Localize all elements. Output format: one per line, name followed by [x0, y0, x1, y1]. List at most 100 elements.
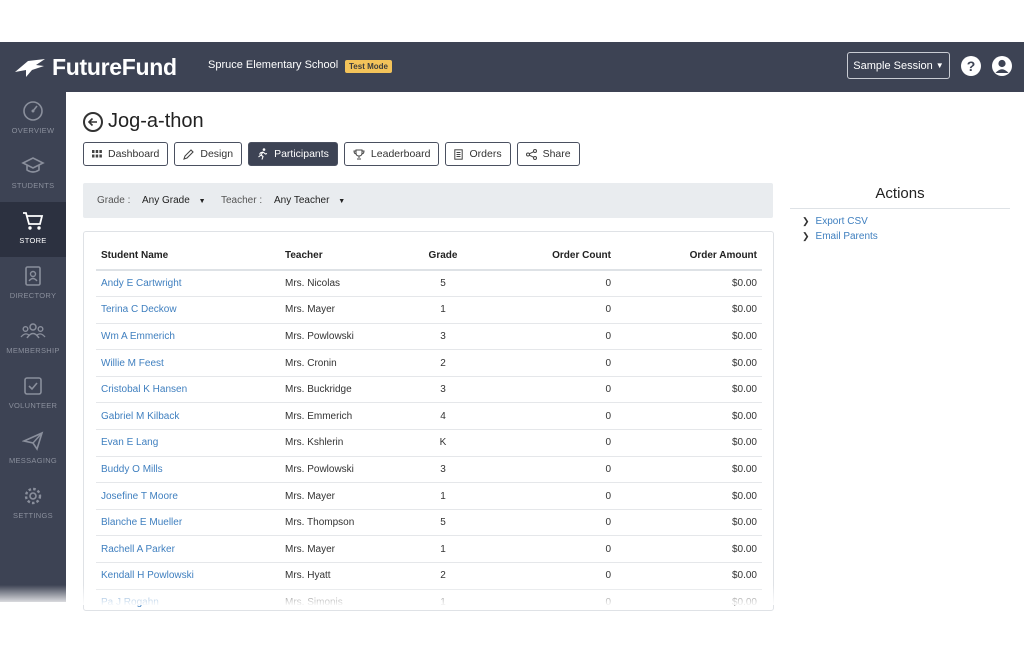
order-count-cell: 0 — [476, 482, 616, 510]
help-icon[interactable]: ? — [961, 56, 981, 76]
back-arrow-icon[interactable] — [83, 112, 103, 132]
table-row: Cristobal K Hansen Mrs. Buckridge 3 0 $0.00 — [96, 376, 762, 404]
teacher-cell: Mrs. Buckridge — [280, 376, 410, 404]
paper-plane-icon — [22, 431, 44, 451]
student-name-link[interactable]: Andy E Cartwright — [101, 278, 182, 290]
grade-filter-dropdown[interactable]: Any Grade ▼ — [142, 195, 206, 206]
filter-bar: Grade : Any Grade ▼ Teacher : Any Teache… — [83, 183, 773, 218]
email-parents-link[interactable]: ❯ Email Parents — [802, 231, 878, 242]
tab-dashboard[interactable]: Dashboard — [83, 142, 169, 166]
action-label: Export CSV — [815, 216, 868, 227]
grade-cell: 3 — [410, 376, 476, 404]
tab-label: Orders — [469, 148, 502, 160]
chevron-right-icon: ❯ — [802, 231, 810, 241]
group-icon — [20, 323, 46, 339]
action-label: Email Parents — [815, 231, 878, 242]
share-icon — [525, 148, 537, 160]
student-name-link[interactable]: Rachell A Parker — [101, 543, 175, 555]
grade-cell: 1 — [410, 535, 476, 564]
grade-filter-value: Any Grade — [142, 195, 190, 206]
tab-bar: Dashboard Design Participants Leaderboar… — [83, 142, 586, 166]
column-header-grade[interactable]: Grade — [410, 242, 476, 271]
teacher-cell: Mrs. Mayer — [280, 535, 410, 564]
student-name-cell: Evan E Lang — [96, 429, 280, 457]
sidebar-item-label: VOLUNTEER — [8, 401, 58, 410]
student-name-link[interactable]: Terina C Deckow — [101, 304, 177, 316]
sidebar-item-label: MEMBERSHIP — [6, 346, 60, 355]
student-name-link[interactable]: Willie M Feest — [101, 357, 164, 369]
actions-divider — [790, 208, 1010, 209]
tab-design[interactable]: Design — [174, 142, 243, 166]
caret-down-icon: ▼ — [198, 198, 206, 205]
actions-title: Actions — [875, 185, 925, 202]
order-count-cell: 0 — [476, 296, 616, 324]
participants-table: Student Name Teacher Grade Order Count O… — [96, 242, 762, 610]
column-header-order-amount[interactable]: Order Amount — [616, 242, 762, 271]
student-name-link[interactable]: Evan E Lang — [101, 437, 159, 449]
student-name-link[interactable]: Gabriel M Kilback — [101, 410, 180, 422]
teacher-cell: Mrs. Nicolas — [280, 270, 410, 298]
sidebar-item-settings[interactable]: SETTINGS — [0, 477, 66, 532]
sidebar-item-volunteer[interactable]: VOLUNTEER — [0, 367, 66, 422]
order-count-cell: 0 — [476, 349, 616, 377]
session-button-label: Sample Session — [853, 59, 933, 72]
cart-icon — [23, 212, 44, 230]
student-name-link[interactable]: Wm A Emmerich — [101, 330, 175, 342]
teacher-cell: Mrs. Kshlerin — [280, 429, 410, 457]
sidebar-item-label: STUDENTS — [11, 181, 55, 190]
tab-leaderboard[interactable]: Leaderboard — [343, 142, 440, 166]
user-icon[interactable] — [992, 56, 1012, 76]
test-mode-badge: Test Mode — [345, 60, 392, 73]
tab-label: Design — [200, 148, 234, 160]
student-name-cell: Gabriel M Kilback — [96, 402, 280, 431]
student-name-link[interactable]: Blanche E Mueller — [101, 517, 183, 529]
brand-logo[interactable]: FutureFund — [14, 54, 177, 81]
teacher-filter-dropdown[interactable]: Any Teacher ▼ — [274, 195, 345, 206]
bottom-fade — [0, 585, 1024, 605]
chevron-right-icon: ❯ — [802, 216, 810, 226]
table-row: Gabriel M Kilback Mrs. Emmerich 4 0 $0.00 — [96, 402, 762, 431]
student-name-link[interactable]: Buddy O Mills — [101, 463, 163, 475]
tab-orders[interactable]: Orders — [445, 142, 511, 166]
column-header-order-count[interactable]: Order Count — [476, 242, 616, 271]
order-count-cell: 0 — [476, 270, 616, 298]
contact-book-icon — [25, 266, 41, 286]
column-header-student-name[interactable]: Student Name — [96, 242, 280, 271]
export-csv-link[interactable]: ❯ Export CSV — [802, 216, 868, 227]
sidebar-item-label: STORE — [19, 236, 47, 245]
student-name-link[interactable]: Kendall H Powlowski — [101, 570, 194, 582]
caret-down-icon: ▼ — [935, 61, 944, 70]
tab-label: Dashboard — [108, 148, 160, 160]
teacher-filter-value: Any Teacher — [274, 195, 330, 206]
sidebar-item-messaging[interactable]: MESSAGING — [0, 422, 66, 477]
teacher-cell: Mrs. Powlowski — [280, 456, 410, 484]
student-name-link[interactable]: Cristobal K Hansen — [101, 384, 188, 396]
tab-share[interactable]: Share — [516, 142, 580, 166]
table-row: Buddy O Mills Mrs. Powlowski 3 0 $0.00 — [96, 456, 762, 484]
sidebar-item-membership[interactable]: MEMBERSHIP — [0, 312, 66, 367]
sidebar-item-store[interactable]: STORE — [0, 202, 66, 257]
sidebar-item-students[interactable]: STUDENTS — [0, 147, 66, 202]
table-row: Blanche E Mueller Mrs. Thompson 5 0 $0.00 — [96, 509, 762, 537]
sidebar-item-overview[interactable]: OVERVIEW — [0, 92, 66, 147]
order-amount-cell: $0.00 — [616, 456, 762, 484]
participants-panel: Student Name Teacher Grade Order Count O… — [83, 231, 774, 611]
gauge-icon — [23, 101, 43, 121]
student-name-link[interactable]: Josefine T Moore — [101, 490, 178, 502]
graduation-cap-icon — [21, 157, 45, 173]
page-title: Jog-a-thon — [108, 110, 204, 132]
teacher-cell: Mrs. Mayer — [280, 296, 410, 324]
session-dropdown-button[interactable]: Sample Session ▼ — [847, 52, 950, 79]
sidebar-item-label: MESSAGING — [8, 456, 58, 465]
table-row: Willie M Feest Mrs. Cronin 2 0 $0.00 — [96, 349, 762, 377]
grade-cell: 1 — [410, 482, 476, 510]
tab-participants[interactable]: Participants — [248, 142, 338, 166]
sidebar-item-directory[interactable]: DIRECTORY — [0, 257, 66, 312]
tab-label: Leaderboard — [370, 148, 431, 160]
grade-cell: 1 — [410, 296, 476, 324]
gear-icon — [24, 487, 42, 505]
student-name-cell: Wm A Emmerich — [96, 323, 280, 351]
order-amount-cell: $0.00 — [616, 535, 762, 564]
column-header-teacher[interactable]: Teacher — [280, 242, 410, 271]
student-name-cell: Willie M Feest — [96, 349, 280, 377]
